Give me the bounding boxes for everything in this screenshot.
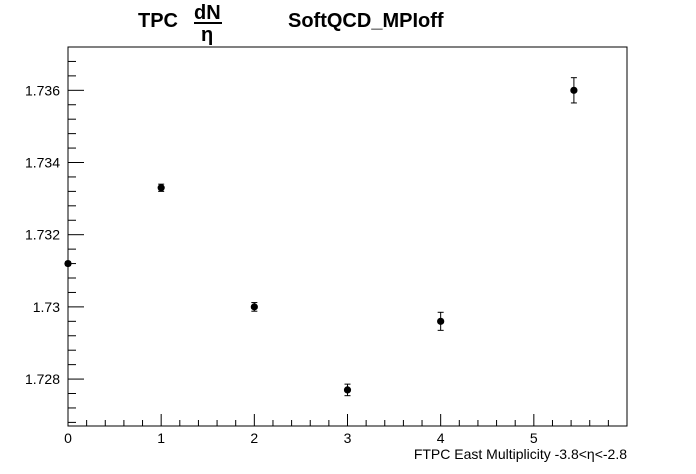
x-tick-label: 1 bbox=[157, 430, 165, 446]
data-point bbox=[570, 77, 578, 104]
point-marker bbox=[250, 303, 258, 311]
y-axis: 1.728 1.73 1.732 1.734 1.736 bbox=[25, 46, 84, 423]
title-fraction-denominator: η bbox=[201, 24, 213, 46]
title-suffix: SoftQCD_MPIoff bbox=[288, 10, 444, 32]
point-marker bbox=[437, 317, 445, 325]
data-point bbox=[157, 183, 165, 192]
data-point bbox=[64, 259, 72, 268]
y-tick-label: 1.734 bbox=[25, 155, 60, 171]
data-points bbox=[64, 77, 578, 397]
chart-title: TPC dN η SoftQCD_MPIoff bbox=[138, 2, 444, 46]
x-tick-label: 0 bbox=[64, 430, 72, 446]
x-tick-label: 5 bbox=[530, 430, 538, 446]
title-fraction-numerator: dN bbox=[194, 2, 221, 24]
y-tick-label: 1.732 bbox=[25, 227, 60, 243]
x-tick-label: 4 bbox=[437, 430, 445, 446]
point-marker bbox=[570, 86, 578, 94]
x-tick-label: 3 bbox=[344, 430, 352, 446]
x-tick-label: 2 bbox=[250, 430, 258, 446]
title-prefix: TPC bbox=[138, 10, 178, 32]
y-tick-label: 1.736 bbox=[25, 82, 60, 98]
data-point bbox=[250, 302, 258, 312]
y-tick-label: 1.73 bbox=[33, 299, 60, 315]
point-marker bbox=[157, 184, 165, 192]
x-axis-label: FTPC East Multiplicity -3.8<η<-2.8 bbox=[414, 446, 627, 462]
y-tick-label: 1.728 bbox=[25, 371, 60, 387]
x-axis: 0 1 2 3 4 5 bbox=[64, 414, 628, 446]
point-marker bbox=[343, 386, 352, 394]
data-point bbox=[343, 383, 352, 397]
data-point bbox=[437, 311, 445, 331]
plot-frame bbox=[67, 46, 628, 427]
point-marker bbox=[64, 259, 72, 268]
